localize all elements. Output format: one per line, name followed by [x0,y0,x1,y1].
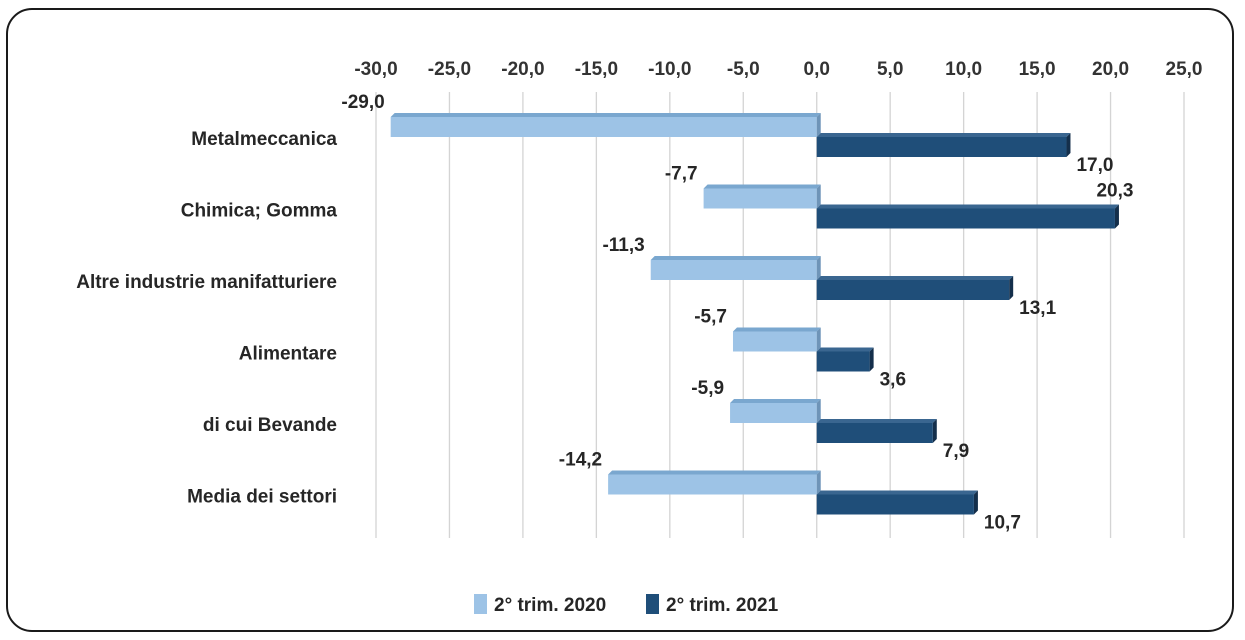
x-axis-ticks: -30,0 -25,0 -20,0 -15,0 -10,0 -5,0 0,0 5,0 10,0 1… [354,59,1202,80]
bar-top-face [650,256,821,260]
bar-side-face [816,470,821,495]
bar-side-face [816,327,821,352]
bar-2021 [816,347,874,372]
x-tick-label: 0,0 [804,59,830,80]
category-label: Chimica; Gomma [181,201,338,222]
bar-top-face [816,133,1071,137]
bar-side-face [1066,133,1071,157]
bar-top-face [816,204,1119,209]
x-tick-label: 10,0 [945,59,982,80]
bar-front-face [816,137,1067,157]
bar-top-face [703,184,821,189]
bar-front-face [816,208,1115,229]
data-label: 10,7 [984,513,1021,534]
bar-side-face [1009,276,1014,300]
bar-top-face [730,399,821,403]
category-label: Altre industrie manifatturiere [76,272,337,293]
legend-swatch [646,594,659,614]
bar-side-face [816,256,821,280]
bar-top-face [816,419,937,423]
bar-front-face [816,351,870,372]
bar-side-face [869,347,874,372]
bar-2020 [732,327,821,352]
data-label: 3,6 [880,370,906,391]
bar-2021 [816,204,1119,229]
bar-2020 [703,184,821,209]
bar-top-face [608,470,821,475]
bar-top-face [816,276,1014,280]
bar-front-face [732,331,817,352]
bar-2020 [608,470,821,495]
bar-front-face [730,403,817,423]
x-tick-label: -20,0 [501,59,544,80]
bar-top-face [816,347,874,352]
bar-front-face [816,423,933,443]
category-label: di cui Bevande [203,415,337,436]
data-label: -14,2 [559,450,602,471]
bar-front-face [390,117,817,137]
bar-front-face [650,260,817,280]
legend-swatch [474,594,487,614]
bar-2021 [816,490,978,515]
chart-frame [6,8,1234,632]
bar-front-face [608,474,817,495]
data-label: 20,3 [1096,181,1133,202]
x-tick-label: -30,0 [354,59,397,80]
bar-side-face [816,184,821,209]
data-labels: -29,0 17,0 -7,7 20,3 -11,3 13,1 -5,7 3,6 -5,9 7,9… [341,92,1133,534]
category-label: Media dei settori [187,487,337,508]
bar-2021 [816,276,1014,300]
bar-top-face [816,490,978,495]
category-labels: Metalmeccanica Chimica; Gomma Altre indust… [76,129,337,508]
legend: 2° trim. 2020 2° trim. 2021 [474,594,779,616]
x-tick-label: 25,0 [1166,59,1203,80]
bar-side-face [816,399,821,423]
data-label: 17,0 [1076,155,1113,176]
data-label: 13,1 [1019,298,1056,319]
bar-front-face [816,280,1010,300]
bar-front-face [703,188,817,209]
legend-label: 2° trim. 2021 [666,595,779,616]
x-tick-label: -10,0 [648,59,691,80]
bar-side-face [816,113,821,137]
bar-2021 [816,133,1071,157]
data-label: -5,9 [691,378,724,399]
category-label: Metalmeccanica [191,129,337,150]
x-tick-label: 15,0 [1019,59,1056,80]
bar-2021 [816,419,937,443]
x-tick-label: -15,0 [575,59,618,80]
bar-top-face [390,113,821,117]
bar-2020 [650,256,821,280]
gridlines [375,92,1185,538]
data-label: -7,7 [665,164,698,185]
x-tick-label: -25,0 [428,59,471,80]
bar-front-face [816,494,974,515]
bar-side-face [932,419,937,443]
data-label: -29,0 [341,92,384,113]
data-label: -11,3 [602,235,644,256]
x-tick-label: 5,0 [877,59,903,80]
x-tick-label: -5,0 [727,59,760,80]
bar-2020 [390,113,821,137]
bar-side-face [973,490,978,515]
bar-side-face [1114,204,1119,229]
legend-label: 2° trim. 2020 [494,595,606,616]
data-label: 7,9 [943,441,969,462]
bars [390,113,1119,515]
category-label: Alimentare [239,344,337,365]
x-tick-label: 20,0 [1092,59,1129,80]
bar-top-face [732,327,821,332]
bar-2020 [730,399,821,423]
data-label: -5,7 [694,307,727,328]
